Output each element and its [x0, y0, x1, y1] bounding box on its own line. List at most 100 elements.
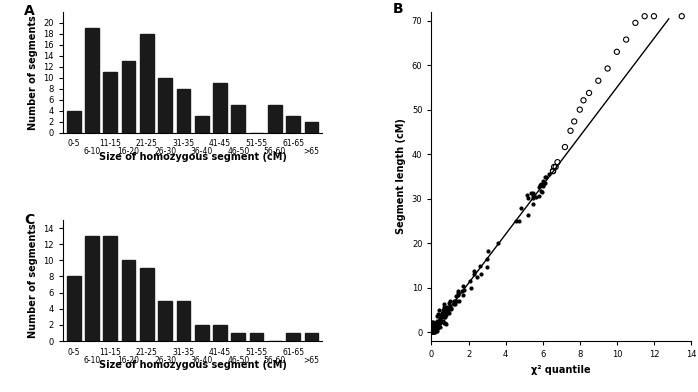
Bar: [195, 116, 209, 133]
Point: [430, 321, 441, 327]
Point: [464, 278, 475, 284]
Point: [438, 306, 450, 312]
Point: [528, 201, 539, 207]
Point: [429, 325, 440, 331]
Point: [428, 329, 439, 335]
Point: [639, 13, 651, 19]
Point: [443, 304, 454, 310]
Point: [446, 306, 457, 312]
Point: [429, 329, 440, 335]
Point: [530, 194, 542, 200]
Point: [427, 319, 438, 325]
Point: [552, 159, 563, 165]
Point: [528, 193, 539, 200]
Point: [437, 310, 448, 316]
Point: [469, 268, 480, 274]
Point: [445, 303, 456, 310]
Point: [448, 299, 459, 305]
Point: [439, 319, 450, 326]
Point: [440, 309, 451, 315]
Point: [434, 319, 445, 326]
Point: [431, 326, 442, 332]
Bar: [121, 61, 135, 133]
Point: [578, 97, 589, 103]
Text: 51-55: 51-55: [246, 140, 267, 149]
Text: 26-30: 26-30: [154, 356, 177, 365]
Point: [431, 322, 442, 328]
Text: 6-10: 6-10: [84, 356, 101, 365]
Text: 16-20: 16-20: [118, 147, 140, 156]
Text: 36-40: 36-40: [191, 356, 213, 365]
Point: [442, 307, 453, 313]
Point: [537, 178, 548, 184]
Point: [452, 298, 463, 304]
Point: [426, 329, 438, 335]
Point: [427, 328, 438, 335]
Point: [445, 298, 456, 304]
Point: [448, 301, 459, 307]
Point: [441, 307, 452, 314]
Bar: [177, 89, 191, 133]
Point: [438, 318, 449, 324]
Point: [443, 310, 454, 316]
Text: >65: >65: [304, 147, 320, 156]
Bar: [250, 333, 263, 341]
Y-axis label: Number of segments: Number of segments: [28, 223, 38, 338]
Point: [428, 321, 439, 327]
Point: [459, 287, 470, 293]
Point: [429, 328, 440, 334]
Point: [602, 65, 613, 72]
Point: [535, 188, 547, 194]
Point: [547, 168, 558, 174]
Text: 31-35: 31-35: [172, 348, 195, 357]
Point: [574, 107, 586, 113]
Point: [676, 13, 688, 19]
Text: 46-50: 46-50: [227, 147, 249, 156]
Point: [565, 128, 576, 134]
Point: [540, 180, 551, 186]
Point: [430, 325, 441, 331]
Bar: [268, 105, 282, 133]
Point: [515, 205, 526, 211]
Point: [438, 310, 450, 316]
Point: [431, 327, 442, 334]
Point: [535, 181, 546, 188]
Point: [429, 322, 440, 328]
Text: 41-45: 41-45: [209, 140, 231, 149]
Point: [482, 256, 493, 262]
Point: [453, 290, 464, 296]
Point: [528, 195, 539, 201]
Point: [630, 20, 641, 26]
Point: [438, 304, 450, 310]
Point: [525, 189, 536, 196]
Text: 21-25: 21-25: [136, 348, 158, 357]
Point: [534, 183, 545, 190]
Point: [438, 314, 450, 320]
Point: [433, 324, 444, 330]
Bar: [304, 333, 318, 341]
Point: [431, 313, 443, 319]
Point: [482, 264, 493, 270]
Point: [547, 168, 558, 174]
Point: [441, 305, 452, 311]
Point: [569, 118, 580, 125]
Bar: [232, 333, 245, 341]
X-axis label: Size of homozygous segment (cM): Size of homozygous segment (cM): [98, 152, 287, 162]
Point: [448, 298, 459, 304]
Bar: [286, 116, 300, 133]
Point: [440, 306, 451, 312]
Text: 56-60: 56-60: [264, 356, 286, 365]
Bar: [103, 72, 117, 133]
Text: 0-5: 0-5: [68, 348, 80, 357]
Point: [475, 271, 487, 278]
Point: [426, 324, 438, 330]
Point: [450, 301, 461, 307]
Point: [540, 174, 551, 180]
Point: [427, 325, 438, 332]
Point: [442, 309, 453, 316]
Text: 31-35: 31-35: [172, 140, 195, 149]
Point: [457, 292, 468, 299]
Point: [426, 329, 438, 335]
Point: [439, 319, 450, 326]
Point: [434, 318, 445, 324]
